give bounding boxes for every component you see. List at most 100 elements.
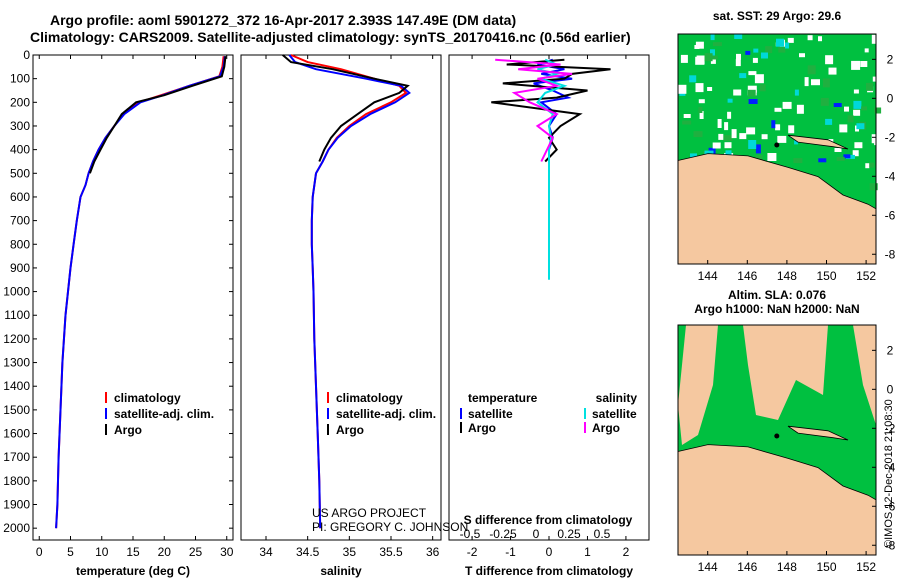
ytick-label: 1500: [3, 403, 30, 417]
sst-cell: [774, 107, 782, 112]
ytick-label: 200: [10, 95, 30, 109]
xlabel-temperature: temperature (deg C): [76, 564, 190, 578]
x2tick-label-difference: 0: [533, 527, 540, 541]
sst-cell: [731, 129, 737, 139]
sst-cell: [776, 38, 784, 47]
sst-cell: [718, 133, 724, 140]
sst-cell: [796, 104, 804, 114]
ytick-label: 1600: [3, 427, 30, 441]
land-patch: [678, 325, 718, 445]
sst-cell: [696, 55, 705, 65]
ytick-label: 1800: [3, 474, 30, 488]
island-sst-map: [787, 134, 849, 150]
sst-cell: [683, 114, 691, 118]
map-ytick-label-sst-map: 2: [887, 52, 894, 66]
sst-cell: [682, 120, 692, 125]
ytick-label: 900: [10, 261, 30, 275]
sst-cell: [836, 156, 845, 161]
sst-cell: [822, 78, 830, 88]
xtick-label-salinity: 35.5: [379, 545, 403, 559]
sst-cell: [679, 91, 686, 96]
sst-cell: [811, 79, 820, 86]
map-ytick-label-sla-map: 0: [887, 382, 894, 396]
sst-cell: [871, 34, 879, 44]
sst-cell: [710, 49, 715, 57]
sst-cell: [704, 53, 713, 62]
xtick-label-temperature: 25: [189, 545, 203, 559]
project-credit: US ARGO PROJECT: [312, 506, 427, 520]
sst-cell: [748, 140, 757, 149]
sst-cell: [825, 118, 833, 125]
sst-cell: [778, 46, 786, 53]
sst-cell: [794, 89, 799, 96]
sst-cell: [782, 101, 792, 109]
ytick-label: 1000: [3, 285, 30, 299]
xtick-label-temperature: 10: [95, 545, 109, 559]
xtick-label-temperature: 5: [67, 545, 74, 559]
sst-cell: [712, 142, 721, 149]
sst-cell: [724, 122, 729, 131]
sst-cell: [748, 99, 758, 104]
sst-cell: [752, 57, 758, 63]
ytick-label: 2000: [3, 521, 30, 535]
map-xtick-label-sla-map: 146: [737, 560, 757, 574]
sst-cell: [755, 144, 761, 154]
sst-cell: [839, 124, 848, 133]
map-ytick-label-sst-map: -2: [885, 130, 896, 144]
land-patch: [853, 325, 876, 425]
xtick-label-difference: -2: [467, 545, 478, 559]
ytick-label: 1200: [3, 332, 30, 346]
series-salinity-satellite-adj-clim-: [288, 54, 411, 529]
legend-label-temperature: Argo: [114, 423, 142, 437]
sst-cell: [785, 42, 789, 49]
map-ytick-label-sst-map: -8: [885, 247, 896, 261]
sst-cell: [775, 124, 781, 131]
sst-cell: [747, 85, 757, 93]
map-ytick-label-sla-map: -4: [885, 460, 896, 474]
sst-cell: [747, 89, 756, 97]
ytick-label: 500: [10, 166, 30, 180]
sst-cell: [844, 106, 849, 112]
legend-title-salinity: salinity: [596, 391, 638, 405]
sst-cell: [860, 61, 868, 67]
legend-label-difference: Argo: [468, 421, 496, 435]
legend-title-temperature: temperature: [468, 391, 538, 405]
ytick-label: 300: [10, 119, 30, 133]
xlabel-salinity: salinity: [320, 564, 362, 578]
x2tick-label-difference: -0.5: [460, 527, 481, 541]
xtick-label-salinity: 35: [343, 545, 357, 559]
ytick-label: 700: [10, 214, 30, 228]
sst-cell: [788, 125, 795, 134]
xtick-label-difference: 2: [623, 545, 630, 559]
map-ytick-label-sla-map: -2: [885, 421, 896, 435]
pi-credit: PI: GREGORY C. JOHNSON: [312, 520, 468, 534]
sst-cell: [861, 106, 868, 111]
series-temperature-climatology: [55, 56, 225, 529]
sst-cell: [699, 111, 704, 119]
sst-cell: [748, 71, 757, 76]
xtick-label-salinity: 34.5: [296, 545, 320, 559]
xlabel-difference: T difference from climatology: [465, 564, 633, 578]
map-title-sla-map: Argo h1000: NaN h2000: NaN: [694, 302, 859, 316]
sst-cell: [698, 99, 705, 104]
panel-frame-salinity: [240, 54, 442, 541]
sst-cell: [871, 134, 877, 144]
imos-credit: ©IMOS 12-Dec-2018 21:08:30: [883, 399, 895, 548]
legend-label-salinity: climatology: [336, 391, 403, 405]
sst-cell: [825, 55, 834, 65]
sst-cell: [717, 119, 722, 128]
sst-cell: [695, 83, 704, 93]
sst-cell: [739, 133, 747, 140]
sst-cell: [843, 154, 851, 159]
sst-cell: [746, 127, 756, 135]
land-patch: [743, 325, 828, 420]
xtick-label-temperature: 0: [36, 545, 43, 559]
xtick-label-salinity: 36: [426, 545, 440, 559]
map-frame-sla-map: [677, 324, 877, 556]
sst-cell: [734, 34, 743, 39]
sst-cell: [818, 158, 827, 163]
sst-cell: [736, 53, 741, 60]
series-salinity-climatology: [290, 54, 408, 529]
sst-cell: [707, 87, 713, 91]
